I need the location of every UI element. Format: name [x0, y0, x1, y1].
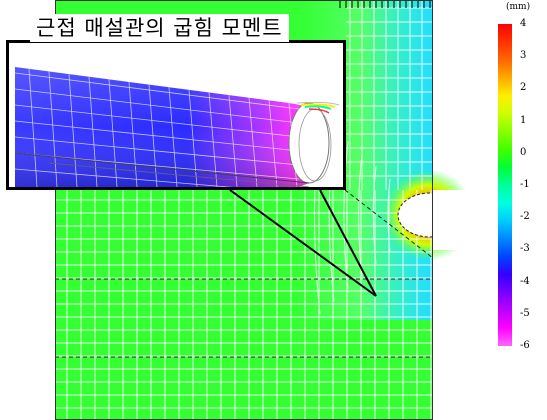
pointer-line-1 [229, 189, 377, 297]
legend-tick-label: 4 [520, 18, 527, 29]
legend-tick-label: 2 [520, 82, 527, 94]
pipe-end [288, 102, 330, 184]
ruler-ticks [339, 0, 431, 8]
legend-tick-label: 1 [520, 114, 527, 126]
legend-tick-label: -4 [520, 275, 530, 287]
pointer-line-2 [319, 189, 377, 297]
figure-title: 근접 매설관의 굽힘 모멘트 [30, 14, 289, 42]
legend-tick-label: -5 [520, 307, 530, 319]
legend-tick-label: 0 [520, 146, 527, 158]
pipe-lower-edge [14, 152, 310, 184]
legend-unit: (mm) [506, 2, 531, 12]
dashed-line-3 [344, 189, 434, 259]
legend-tick-label: -3 [520, 243, 530, 255]
mesh-grid [55, 0, 433, 420]
legend-tick-label: -1 [520, 179, 530, 190]
legend-tick-label: 3 [520, 50, 527, 62]
color-legend: (mm) 4 3 2 1 0 -1 -2 -3 -4 -5 -6 [492, 0, 547, 360]
callout-box [6, 40, 346, 190]
legend-tick-label: -6 [520, 340, 530, 351]
legend-color-bar [498, 24, 512, 346]
legend-tick-label: -2 [520, 211, 530, 223]
pipe-mesh [14, 68, 300, 187]
pipe-deformation-view [14, 67, 340, 187]
